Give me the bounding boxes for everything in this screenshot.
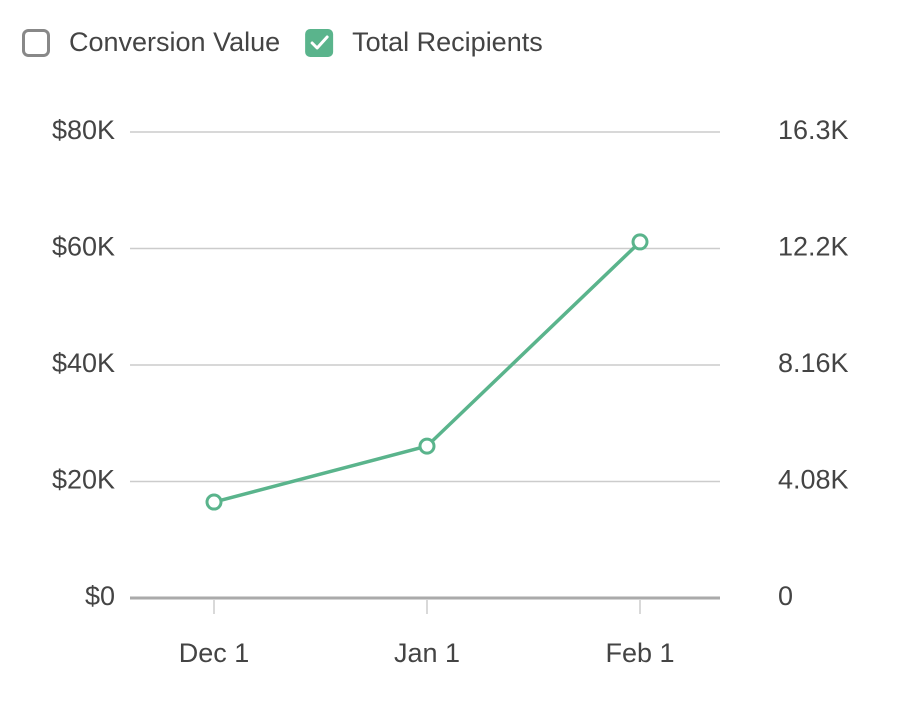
x-tick-label: Feb 1 xyxy=(605,638,674,668)
y2-tick-label: 0 xyxy=(778,581,793,611)
y-tick-label: $60K xyxy=(52,232,115,262)
y2-tick-label: 16.3K xyxy=(778,115,849,145)
legend-label[interactable]: Total Recipients xyxy=(352,27,543,57)
x-tick-label: Jan 1 xyxy=(394,638,460,668)
y2-tick-label: 12.2K xyxy=(778,232,849,262)
y-tick-label: $80K xyxy=(52,115,115,145)
y-tick-label: $20K xyxy=(52,465,115,495)
data-point xyxy=(631,233,649,251)
y-tick-label: $40K xyxy=(52,348,115,378)
legend-label[interactable]: Conversion Value xyxy=(69,27,280,57)
data-point xyxy=(418,437,436,455)
legend-checkbox[interactable] xyxy=(22,29,50,57)
checkmark xyxy=(310,35,329,50)
x-tick-label: Dec 1 xyxy=(179,638,250,668)
legend-checkbox[interactable] xyxy=(305,29,334,57)
y2-tick-label: 8.16K xyxy=(778,348,849,378)
y2-tick-label: 4.08K xyxy=(778,465,849,495)
y-tick-label: $0 xyxy=(85,581,115,611)
series-line xyxy=(213,240,642,504)
data-point xyxy=(205,493,223,511)
